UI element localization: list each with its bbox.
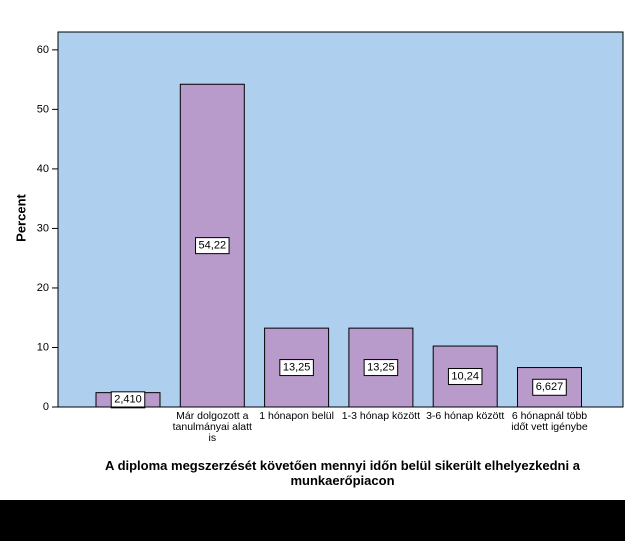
y-tick-label: 10 bbox=[37, 341, 49, 353]
value-label: 54,22 bbox=[199, 240, 227, 252]
y-tick-label: 30 bbox=[37, 222, 49, 234]
value-label: 13,25 bbox=[283, 361, 311, 373]
value-label-box bbox=[195, 237, 230, 255]
x-tick-label: 1 hónapon belül bbox=[259, 410, 334, 422]
plot-area bbox=[57, 31, 624, 408]
value-label-box bbox=[447, 368, 483, 386]
x-axis-title: A diploma megszerzését követően mennyi i… bbox=[105, 458, 580, 488]
y-tick-label: 0 bbox=[43, 401, 49, 413]
x-tick-label: 1-3 hónap között bbox=[341, 410, 420, 422]
value-label: 10,24 bbox=[451, 370, 479, 382]
x-tick-label: 3-6 hónap között bbox=[426, 410, 505, 422]
value-label: 2,410 bbox=[114, 394, 142, 406]
x-tick-label: Már dolgozott a tanulmányai alatt is bbox=[172, 410, 252, 444]
chart: Percent 0 10 20 30 40 50 60 2,410 54,22 13,25 13,2… bbox=[13, 31, 624, 413]
value-label: 6,627 bbox=[536, 381, 564, 393]
y-tick-label: 40 bbox=[37, 163, 49, 175]
value-label-box bbox=[110, 391, 146, 409]
y-tick-label: 20 bbox=[37, 282, 49, 294]
value-label-box bbox=[532, 378, 567, 396]
value-label-box bbox=[363, 359, 399, 377]
value-label: 13,25 bbox=[367, 361, 395, 373]
value-label-box bbox=[279, 359, 314, 377]
y-tick-label: 60 bbox=[37, 44, 49, 56]
y-axis-title: Percent bbox=[13, 193, 28, 241]
y-tick-label: 50 bbox=[37, 103, 49, 115]
x-tick-label: 6 hónapnál több időt vett igénybe bbox=[511, 410, 588, 433]
footer-bar bbox=[0, 500, 625, 541]
